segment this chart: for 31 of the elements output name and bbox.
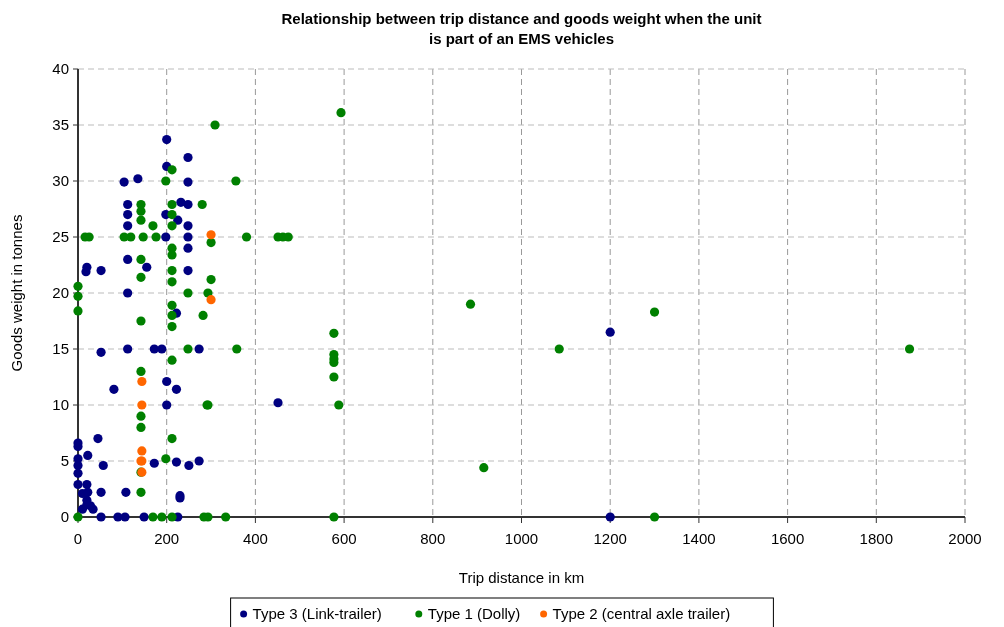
x-tick-label: 800 xyxy=(420,530,446,547)
y-tick-label: 10 xyxy=(52,396,69,414)
x-tick-label: 600 xyxy=(331,530,357,547)
y-tick-label: 30 xyxy=(52,172,69,190)
point xyxy=(137,400,147,410)
x-tick-label: 1000 xyxy=(504,530,539,547)
y-tick-label: 20 xyxy=(52,284,69,302)
y-tick-label: 40 xyxy=(52,60,69,78)
x-tick-label: 1400 xyxy=(682,530,716,547)
y-tick-label: 15 xyxy=(52,340,69,358)
y-tick-label: 25 xyxy=(52,228,69,246)
x-tick-label: 2000 xyxy=(948,530,982,547)
y-tick-label: 5 xyxy=(60,452,69,470)
point xyxy=(206,230,216,240)
point xyxy=(137,376,147,387)
legend-label: Type 2 (central axle trailer) xyxy=(552,605,731,623)
y-axis-title: Goods weight in tonnes xyxy=(8,214,25,372)
x-tick-label: 1800 xyxy=(859,530,893,547)
x-tick-label: 1600 xyxy=(770,530,805,547)
x-tick-label: 0 xyxy=(73,530,83,547)
point xyxy=(206,295,216,305)
x-tick-label: 1200 xyxy=(593,530,627,547)
point xyxy=(137,446,147,456)
x-tick-label: 400 xyxy=(242,530,268,547)
chart-title: Relationship between trip distance and goods weight when the unit is part of an EMS vehicles xyxy=(281,10,762,47)
y-tick-label: 35 xyxy=(52,116,69,134)
x-tick-label: 200 xyxy=(154,530,180,547)
legend-label: Type 3 (Link-trailer) xyxy=(252,605,382,623)
y-tick-label: 0 xyxy=(60,508,69,526)
x-axis-title: Trip distance in km xyxy=(458,569,585,586)
legend-label: Type 1 (Dolly) xyxy=(427,605,521,623)
